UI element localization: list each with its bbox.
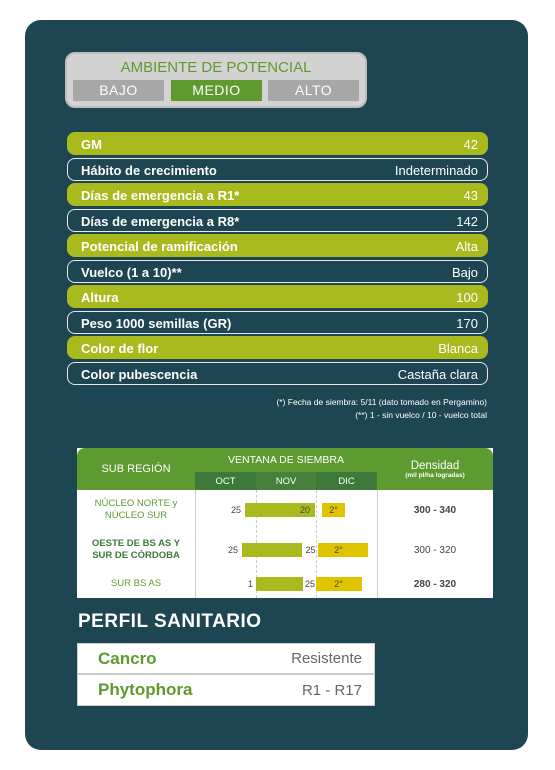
trait-value: 42 [463, 137, 478, 152]
density: 280 - 320 [413, 578, 457, 590]
sowing-table: SUB REGIÓN VENTANA DE SIEMBRA OCT NOV DI… [77, 448, 493, 598]
trait-row: Hábito de crecimiento Indeterminado [67, 157, 488, 181]
sanitary-table: Cancro Resistente Phytophora R1 - R17 [77, 643, 375, 706]
header-density: Densidad (mil pl/ha logradas) [377, 448, 493, 490]
ambiente-option[interactable]: ALTO [268, 80, 359, 101]
region: SUR BS AS [110, 578, 162, 589]
column-line [377, 490, 378, 598]
header-month: OCT [195, 472, 256, 490]
ambiente-panel: AMBIENTE DE POTENCIAL BAJO MEDIO ALTO [65, 52, 367, 108]
sowing-bar [256, 577, 303, 591]
column-line [195, 490, 196, 598]
trait-label: Peso 1000 semillas (GR) [81, 315, 232, 331]
start-label: 25 [227, 545, 238, 555]
trait-label: Altura [81, 290, 119, 305]
header-month: NOV [256, 472, 316, 490]
ambiente-option[interactable]: MEDIO [171, 80, 262, 101]
trait-label: GM [81, 137, 102, 152]
product-card [25, 20, 528, 750]
sowing-bar [242, 543, 302, 557]
trait-value: Alta [455, 239, 478, 254]
density: 300 - 340 [413, 504, 457, 516]
trait-row: Días de emergencia a R8* 142 [67, 208, 488, 232]
trait-row: GM 42 [67, 132, 488, 155]
second-label: 2° [334, 545, 343, 555]
density-title: Densidad [410, 459, 460, 472]
trait-label: Potencial de ramificación [81, 239, 238, 254]
end-label: 25 [305, 545, 316, 555]
trait-row: Color pubescencia Castaña clara [67, 361, 488, 385]
second-label: 2° [334, 579, 343, 589]
ambiente-title: AMBIENTE DE POTENCIAL [120, 59, 312, 76]
trait-value: Castaña clara [397, 366, 478, 382]
trait-label: Color pubescencia [81, 366, 198, 382]
sanitary-row: Cancro Resistente [77, 643, 375, 674]
trait-value: 170 [456, 315, 478, 331]
density-unit: (mil pl/ha logradas) [405, 471, 465, 479]
header-month: DIC [316, 472, 377, 490]
second-bar [318, 543, 368, 557]
trait-row: Potencial de ramificación Alta [67, 234, 488, 257]
trait-value: Bajo [451, 264, 478, 280]
start-label: 1 [247, 579, 253, 589]
trait-value: 100 [456, 290, 478, 305]
trait-value: Indeterminado [394, 162, 478, 178]
trait-label: Vuelco (1 a 10)** [81, 264, 182, 280]
trait-label: Hábito de crecimiento [81, 162, 217, 178]
start-label: 25 [230, 505, 241, 515]
region: OESTE DE BS AS Y SUR DE CÓRDOBA [91, 538, 181, 561]
section-title: PERFIL SANITARIO [78, 611, 262, 632]
sowing-bar [245, 503, 315, 517]
trait-label: Días de emergencia a R8* [81, 213, 240, 229]
second-label: 2° [329, 505, 338, 515]
disease: Phytophora [98, 680, 193, 699]
sanitary-row: Phytophora R1 - R17 [77, 674, 375, 706]
header-region: SUB REGIÓN [77, 448, 195, 490]
trait-value: 142 [456, 213, 478, 229]
second-bar [322, 503, 345, 517]
density: 300 - 320 [413, 544, 457, 556]
second-bar [316, 577, 362, 591]
status: R1 - R17 [301, 681, 362, 699]
trait-row: Altura 100 [67, 285, 488, 308]
trait-row: Color de flor Blanca [67, 336, 488, 359]
trait-row: Días de emergencia a R1* 43 [67, 183, 488, 206]
disease: Cancro [98, 648, 157, 668]
footnote: (**) 1 - sin vuelco / 10 - vuelco total [355, 410, 487, 420]
ambiente-option[interactable]: BAJO [73, 80, 164, 101]
trait-row: Vuelco (1 a 10)** Bajo [67, 259, 488, 283]
trait-value: Blanca [438, 341, 478, 356]
end-label: 25 [304, 579, 315, 589]
status: Resistente [291, 650, 362, 667]
trait-label: Color de flor [81, 341, 159, 356]
footnote: (*) Fecha de siembra: 5/11 (dato tomado … [276, 397, 487, 407]
end-label: 20 [299, 505, 310, 515]
trait-row: Peso 1000 semillas (GR) 170 [67, 310, 488, 334]
header-window: VENTANA DE SIEMBRA [195, 448, 377, 472]
region: NÚCLEO NORTE y NÚCLEO SUR [94, 498, 178, 521]
trait-label: Días de emergencia a R1* [81, 188, 240, 203]
column-line [316, 490, 317, 598]
trait-value: 43 [463, 188, 478, 203]
